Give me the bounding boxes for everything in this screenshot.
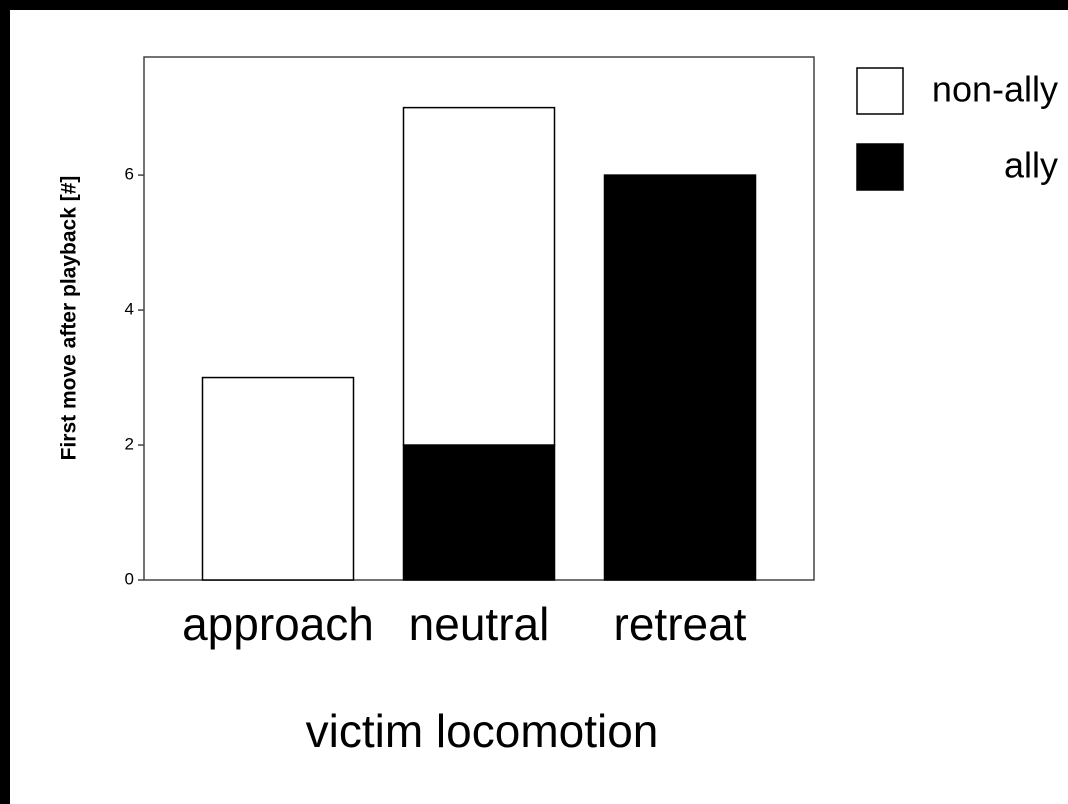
legend-swatch [856, 67, 904, 115]
legend-label: non-ally [932, 69, 1058, 110]
x-tick-label: approach [182, 598, 374, 650]
frame-left [0, 0, 10, 804]
y-tick-label: 0 [125, 569, 134, 588]
bar-segment [402, 106, 556, 446]
y-tick-label: 2 [125, 435, 134, 454]
y-tick-label: 4 [125, 300, 134, 319]
bar-segment [201, 376, 355, 581]
legend-label: ally [1004, 145, 1058, 186]
legend-swatch [856, 143, 904, 191]
y-tick-label: 6 [125, 165, 134, 184]
x-axis-label: victim locomotion [306, 705, 659, 757]
bar-segment [402, 444, 556, 581]
bar-segment [603, 174, 757, 581]
x-tick-label: neutral [409, 598, 550, 650]
frame-top [0, 0, 1068, 10]
y-axis-label: First move after playback [#] [58, 176, 81, 461]
x-tick-label: retreat [614, 598, 747, 650]
